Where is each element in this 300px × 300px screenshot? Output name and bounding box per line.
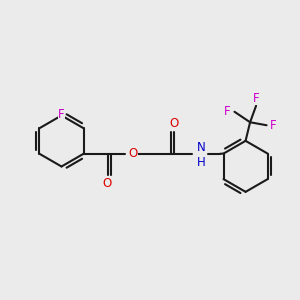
Text: O: O: [169, 117, 179, 130]
Text: F: F: [58, 107, 65, 121]
Text: F: F: [270, 119, 277, 132]
Text: N
H: N H: [197, 141, 206, 169]
Text: F: F: [253, 92, 260, 105]
Text: O: O: [102, 177, 111, 190]
Text: F: F: [224, 105, 231, 118]
Text: O: O: [128, 147, 137, 160]
